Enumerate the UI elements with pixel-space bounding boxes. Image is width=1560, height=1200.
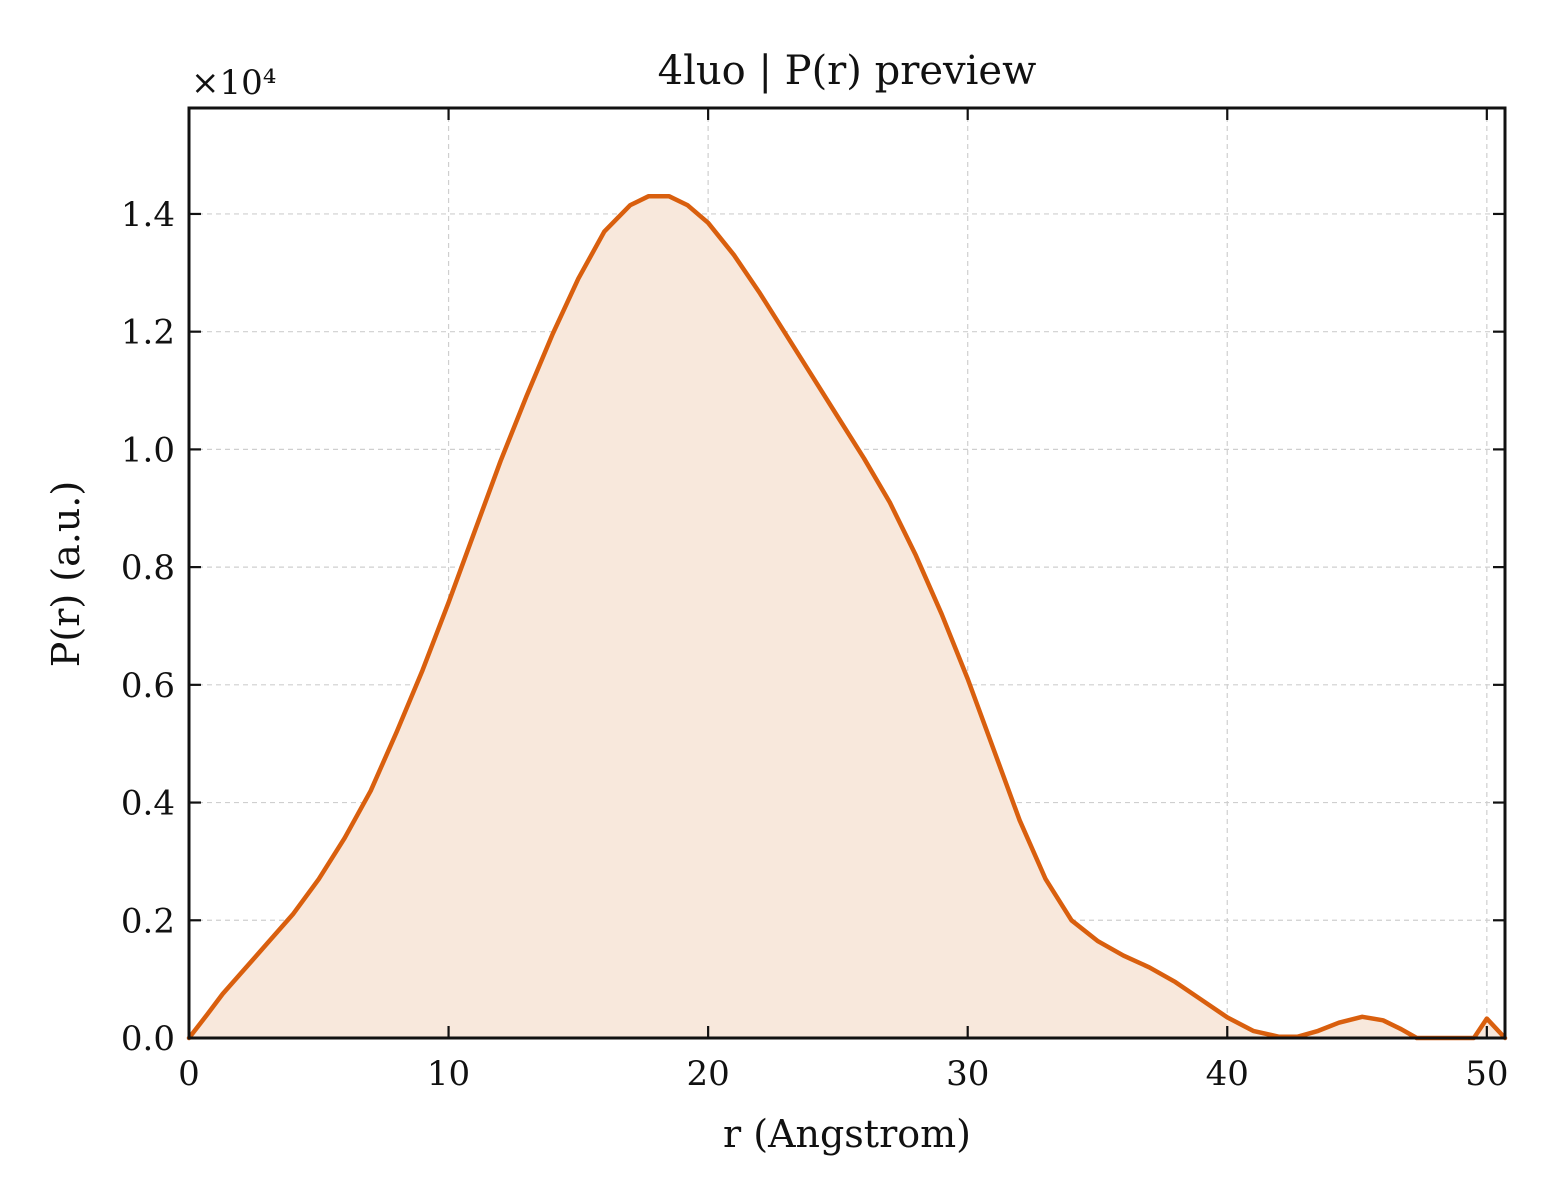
x-tick-label: 0 — [178, 1054, 200, 1094]
series-line — [186, 194, 1508, 1041]
y-tick-label: 0.4 — [121, 784, 175, 824]
x-tick-label: 10 — [427, 1054, 470, 1094]
plot-frame — [187, 106, 1507, 1040]
x-tick-label: 30 — [946, 1054, 989, 1094]
chart-title: 4luo | P(r) preview — [658, 48, 1037, 94]
x-tick-label: 20 — [686, 1054, 729, 1094]
y-tick-label: 1.0 — [121, 430, 175, 470]
x-tick-label: 50 — [1465, 1054, 1508, 1094]
y-tick-label: 0.8 — [121, 548, 175, 588]
x-tick-label: 40 — [1206, 1054, 1249, 1094]
x-axis-label: r (Angstrom) — [723, 1112, 971, 1156]
y-axis-label: P(r) (a.u.) — [44, 481, 88, 667]
tick-layer: 0 10 20 30 40 50 0.0 0.2 0.4 0.6 0.8 1.0 1.2 1.4 — [121, 108, 1508, 1094]
y-tick-label: 1.4 — [121, 195, 175, 235]
y-tick-label: 0.2 — [121, 901, 175, 941]
series-area-fill — [189, 196, 1505, 1039]
y-tick-label: 1.2 — [121, 313, 175, 353]
y-tick-label: 0.0 — [121, 1019, 175, 1059]
y-tick-label: 0.6 — [121, 666, 175, 706]
y-multiplier-label: ×10⁴ — [191, 63, 276, 103]
